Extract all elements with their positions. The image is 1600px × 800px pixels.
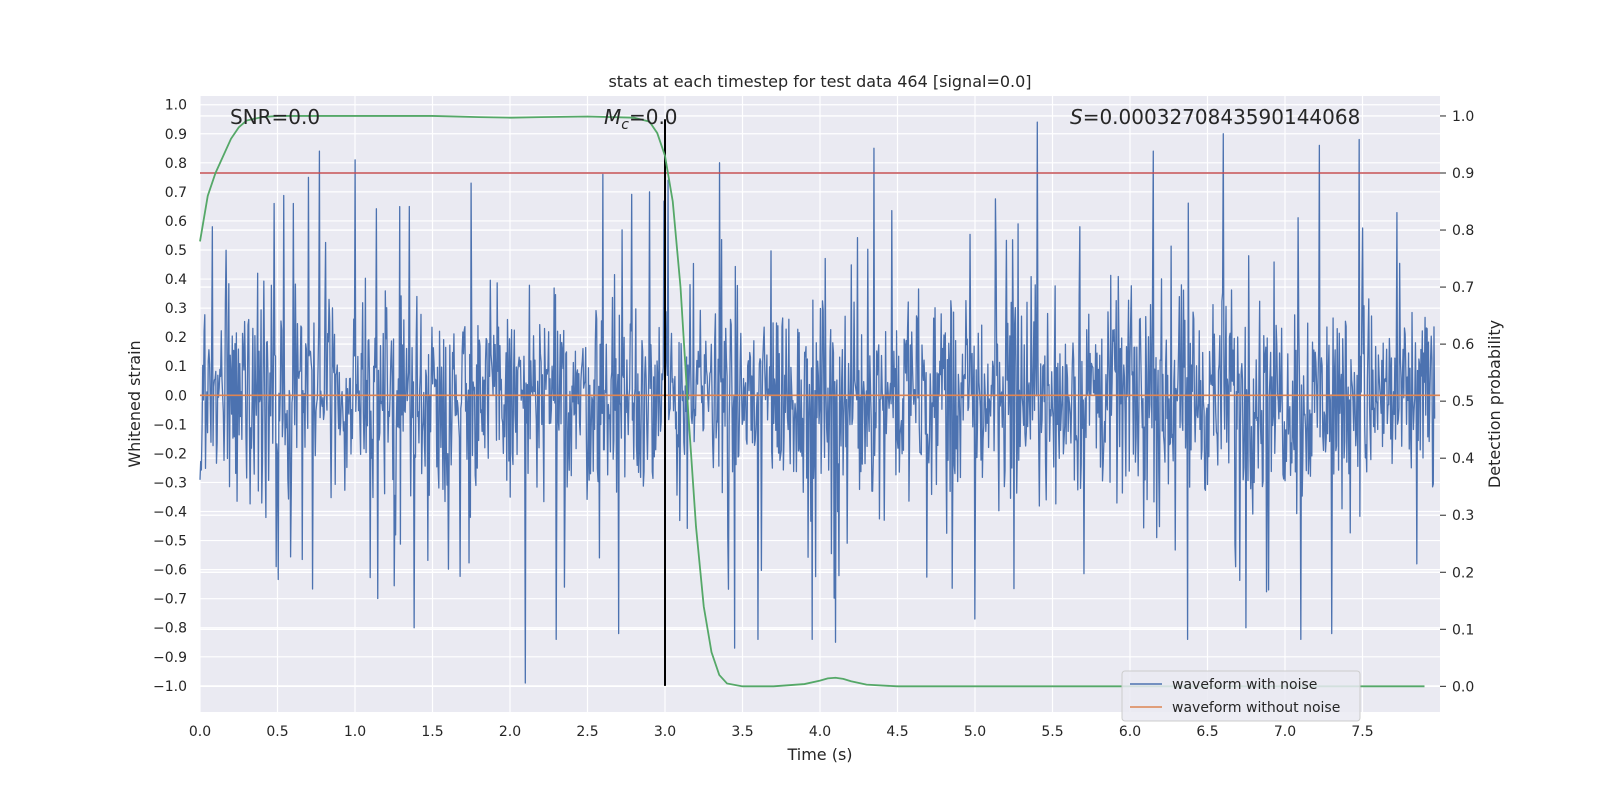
s-symbol: S: [1070, 105, 1083, 129]
y-tick-label-11: 0.1: [165, 359, 187, 375]
y-right-tick-label-7: 0.7: [1452, 280, 1474, 296]
y-tick-label-1: −0.9: [153, 650, 187, 666]
y-tick-label-13: 0.3: [165, 301, 187, 317]
x-tick-label-5: 2.5: [576, 724, 598, 740]
x-tick-label-10: 5.0: [964, 724, 986, 740]
y-tick-label-10: 0.0: [165, 388, 187, 404]
y-right-tick-label-9: 0.9: [1452, 166, 1474, 182]
s-annotation: S=0.0003270843590144068: [1070, 105, 1360, 129]
y-right-tick-label-10: 1.0: [1452, 109, 1474, 125]
y-tick-label-18: 0.8: [165, 156, 187, 172]
x-tick-label-15: 7.5: [1351, 724, 1373, 740]
legend: waveform with noise waveform without noi…: [1121, 670, 1361, 722]
x-tick-label-1: 0.5: [266, 724, 288, 740]
x-tick-label-2: 1.0: [344, 724, 366, 740]
mc-symbol: M: [604, 105, 621, 129]
y-right-axis-title: Detection probability: [1485, 320, 1504, 488]
y-tick-label-15: 0.5: [165, 243, 187, 259]
y-tick-label-16: 0.6: [165, 214, 187, 230]
y-right-ticks: 0.0 0.1 0.2 0.3 0.4 0.5 0.6 0.7 0.8 0.9 1.0: [1440, 109, 1474, 695]
y-ticks: −1.0 −0.9 −0.8 −0.7 −0.6 −0.5 −0.4 −0.3 −0.2 −0.1…: [153, 98, 187, 695]
y-tick-label-8: −0.2: [153, 446, 187, 462]
waveform-with-noise-series: [199, 121, 1436, 684]
y-tick-label-12: 0.2: [165, 330, 187, 346]
y-right-tick-label-0: 0.0: [1452, 679, 1474, 695]
x-tick-label-0: 0.0: [189, 724, 211, 740]
x-tick-label-7: 3.5: [731, 724, 753, 740]
y-tick-label-6: −0.4: [153, 505, 187, 521]
y-tick-label-0: −1.0: [153, 679, 187, 695]
mc-annotation: Mc=0.0: [604, 105, 678, 133]
y-tick-label-4: −0.6: [153, 563, 187, 579]
y-tick-label-7: −0.3: [153, 475, 187, 491]
mc-value: =0.0: [629, 105, 678, 129]
x-tick-label-14: 7.0: [1274, 724, 1296, 740]
x-tick-label-11: 5.5: [1041, 724, 1063, 740]
x-tick-label-13: 6.5: [1196, 724, 1218, 740]
y-axis-title: Whitened strain: [125, 340, 144, 467]
y-right-tick-label-1: 0.1: [1452, 622, 1474, 638]
s-value: =0.0003270843590144068: [1083, 105, 1361, 129]
x-tick-label-12: 6.0: [1119, 724, 1141, 740]
y-right-tick-label-8: 0.8: [1452, 223, 1474, 239]
x-tick-label-4: 2.0: [499, 724, 521, 740]
y-tick-label-5: −0.5: [153, 534, 187, 550]
y-right-tick-label-4: 0.4: [1452, 451, 1474, 467]
legend-label-clean: waveform without noise: [1172, 700, 1340, 716]
mc-subscript: c: [621, 117, 629, 133]
y-tick-label-2: −0.8: [153, 621, 187, 637]
y-tick-label-14: 0.4: [165, 272, 187, 288]
y-tick-label-20: 1.0: [165, 98, 187, 114]
y-right-tick-label-6: 0.6: [1452, 337, 1474, 353]
x-tick-label-3: 1.5: [421, 724, 443, 740]
y-tick-label-17: 0.7: [165, 185, 187, 201]
y-tick-label-19: 0.9: [165, 127, 187, 143]
y-tick-label-3: −0.7: [153, 592, 187, 608]
y-right-tick-label-5: 0.5: [1452, 394, 1474, 410]
x-axis-title: Time (s): [786, 745, 852, 764]
y-tick-label-9: −0.1: [153, 417, 187, 433]
legend-label-noise: waveform with noise: [1172, 677, 1317, 693]
detection-probability-series: [199, 115, 1425, 688]
x-tick-label-8: 4.0: [809, 724, 831, 740]
y-right-tick-label-2: 0.2: [1452, 565, 1474, 581]
x-tick-label-9: 4.5: [886, 724, 908, 740]
x-ticks: 0.0 0.5 1.0 1.5 2.0 2.5 3.0 3.5 4.0 4.5 5.0 5.5 6.0 6…: [189, 724, 1374, 740]
noise-trace: [199, 121, 1436, 684]
x-tick-label-6: 3.0: [654, 724, 676, 740]
legend-box: [1121, 670, 1361, 722]
y-right-tick-label-3: 0.3: [1452, 508, 1474, 524]
snr-annotation: SNR=0.0: [230, 105, 320, 129]
chart-title: stats at each timestep for test data 464…: [608, 72, 1031, 91]
